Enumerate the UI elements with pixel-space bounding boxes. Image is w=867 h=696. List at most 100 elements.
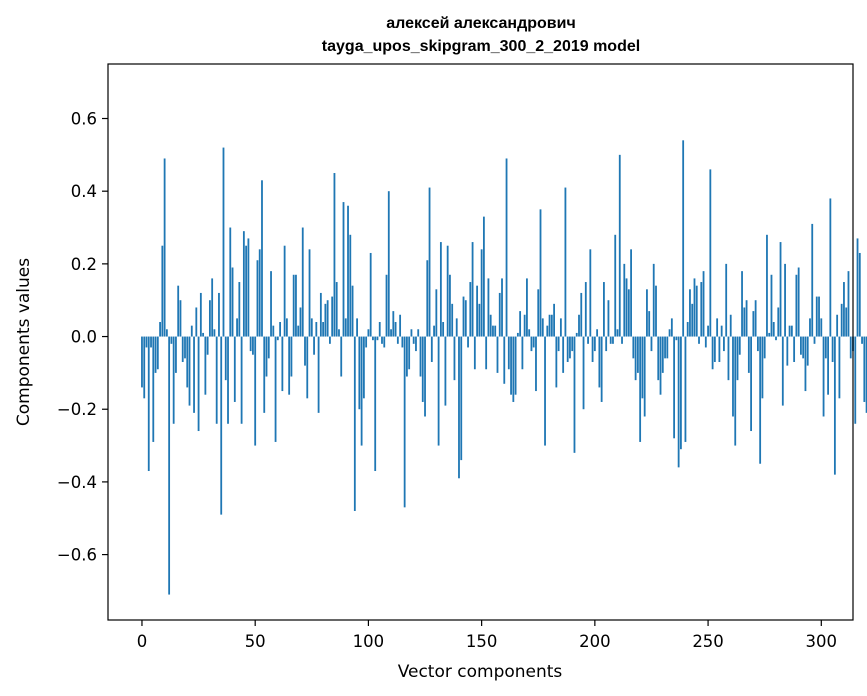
bar-278 <box>770 274 773 337</box>
bar-126 <box>426 260 429 337</box>
bar-216 <box>630 249 632 337</box>
bar-187 <box>564 187 567 337</box>
chart-title: алексей александрович <box>386 15 576 32</box>
bar-42 <box>236 318 238 337</box>
bar-220 <box>639 336 642 442</box>
x-tick-label: 0 <box>137 632 148 651</box>
bar-144 <box>467 336 469 348</box>
bar-294 <box>806 336 809 366</box>
bar-196 <box>584 282 587 337</box>
x-tick-label: 100 <box>353 632 385 651</box>
bar-229 <box>659 336 662 395</box>
bar-145 <box>469 282 472 337</box>
bar-274 <box>761 336 764 399</box>
bar-271 <box>754 300 757 337</box>
bar-298 <box>815 296 818 337</box>
bar-111 <box>392 311 395 337</box>
bar-105 <box>378 322 381 337</box>
bar-103 <box>374 336 377 472</box>
bar-286 <box>788 325 791 337</box>
bar-96 <box>358 336 361 410</box>
bar-280 <box>775 336 777 341</box>
bar-135 <box>446 245 449 337</box>
bar-194 <box>580 292 583 337</box>
y-tick-label: 0.2 <box>71 255 97 274</box>
bar-283 <box>781 336 784 406</box>
bar-101 <box>369 252 372 337</box>
bar-34 <box>218 292 220 337</box>
bars-group <box>141 140 867 595</box>
bar-157 <box>496 336 499 373</box>
bar-233 <box>668 329 671 337</box>
bar-21 <box>188 336 191 406</box>
bar-284 <box>784 263 786 337</box>
bar-188 <box>566 336 569 362</box>
bar-33 <box>215 336 218 424</box>
bar-223 <box>646 289 648 337</box>
bar-77 <box>315 322 318 337</box>
bar-313 <box>849 336 852 359</box>
bar-296 <box>811 223 814 337</box>
x-tick-label: 200 <box>579 632 611 651</box>
bar-123 <box>419 336 422 377</box>
x-axis-label: Vector components <box>398 662 563 682</box>
bar-39 <box>229 227 232 337</box>
bar-10 <box>163 158 166 337</box>
x-tick-label: 250 <box>692 632 724 651</box>
bar-248 <box>702 271 705 337</box>
bar-47 <box>247 238 250 337</box>
bar-301 <box>822 336 825 417</box>
bar-289 <box>795 274 798 337</box>
bar-19 <box>184 336 186 359</box>
bar-74 <box>308 249 311 337</box>
bar-212 <box>621 336 623 344</box>
bar-200 <box>593 336 596 352</box>
bar-138 <box>453 336 456 381</box>
bar-95 <box>356 318 358 337</box>
bar-150 <box>480 249 483 337</box>
bar-117 <box>406 336 408 377</box>
bar-116 <box>403 336 406 508</box>
bar-89 <box>342 202 345 337</box>
bar-176 <box>539 209 542 337</box>
bar-137 <box>451 303 454 337</box>
bar-136 <box>449 274 451 337</box>
bar-98 <box>362 336 365 399</box>
bar-17 <box>179 300 182 337</box>
bar-94 <box>353 336 356 511</box>
bar-58 <box>272 325 275 337</box>
bar-67 <box>292 274 295 337</box>
bar-204 <box>603 282 605 337</box>
bar-148 <box>476 285 479 337</box>
bar-205 <box>605 336 608 352</box>
bar-257 <box>723 336 725 352</box>
bar-249 <box>704 336 707 348</box>
bar-27 <box>202 332 205 337</box>
bar-7 <box>156 336 159 370</box>
bar-303 <box>827 336 829 395</box>
bar-160 <box>503 336 506 384</box>
bar-232 <box>666 336 669 359</box>
bar-6 <box>154 336 157 373</box>
bar-308 <box>838 336 841 399</box>
bar-8 <box>159 322 161 337</box>
bar-250 <box>707 325 709 337</box>
x-axis-ticks: 0 50 100 150 200 250 300 <box>137 620 837 651</box>
bar-319 <box>863 336 866 402</box>
bar-25 <box>197 336 200 432</box>
bar-207 <box>609 336 612 344</box>
bar-91 <box>347 205 349 337</box>
bar-195 <box>582 336 585 410</box>
bar-49 <box>252 336 254 355</box>
bar-65 <box>288 336 291 395</box>
bar-253 <box>713 336 716 362</box>
bar-198 <box>589 249 592 337</box>
bar-54 <box>263 336 266 413</box>
bar-317 <box>858 252 861 337</box>
x-tick-label: 300 <box>806 632 838 651</box>
bar-221 <box>641 336 644 399</box>
bar-299 <box>818 296 820 337</box>
bar-183 <box>555 336 558 388</box>
bar-99 <box>365 336 368 348</box>
